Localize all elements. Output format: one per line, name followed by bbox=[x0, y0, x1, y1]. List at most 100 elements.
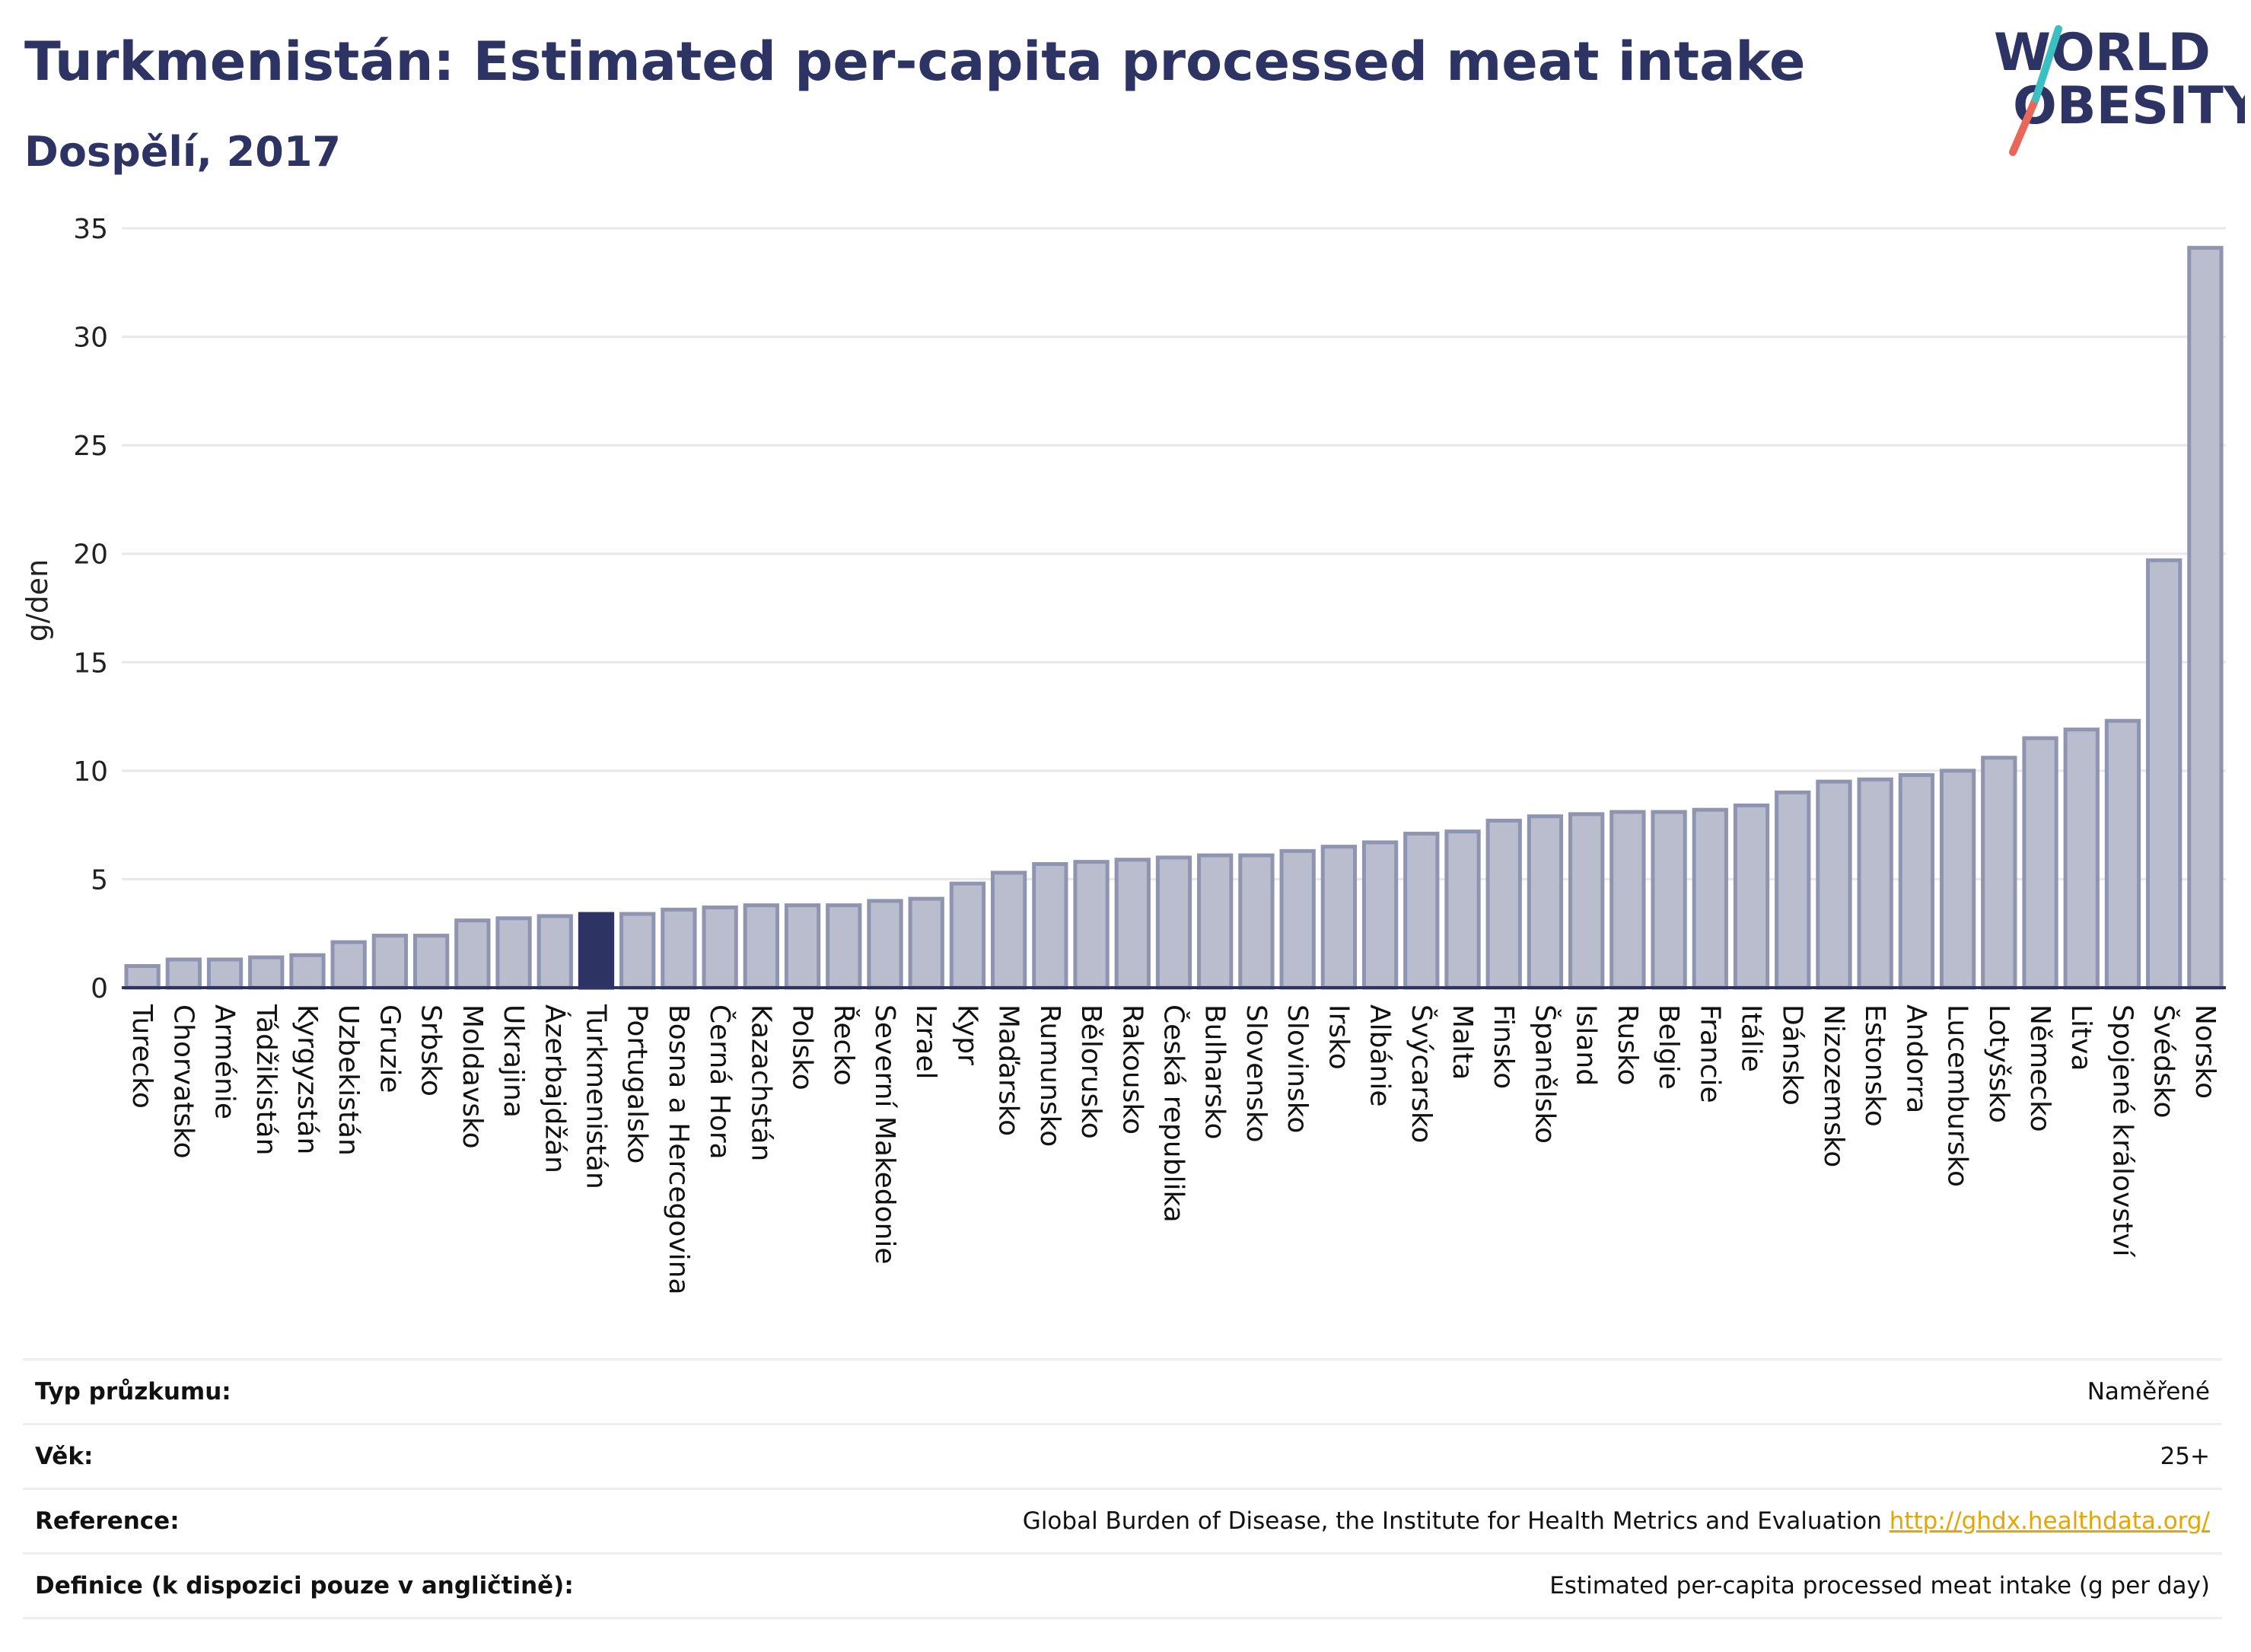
y-axis-ticks: 0 5 10 15 20 25 30 35 bbox=[73, 214, 108, 1004]
info-value-reference: Global Burden of Disease, the Institute … bbox=[1023, 1507, 2222, 1535]
bar bbox=[1155, 855, 1192, 990]
x-tick-label: Itálie bbox=[1736, 1004, 1767, 1072]
x-tick-label: Izrael bbox=[910, 1004, 941, 1080]
x-tick-label: Arménie bbox=[209, 1004, 240, 1119]
x-tick-label: Česká republika bbox=[1158, 1004, 1190, 1223]
y-tick-label: 20 bbox=[73, 540, 108, 571]
x-tick-label: Kazachstán bbox=[745, 1004, 776, 1161]
x-tick-label: Belgie bbox=[1653, 1004, 1684, 1090]
x-tick-label: Bělorusko bbox=[1075, 1004, 1106, 1139]
info-value: Naměřené bbox=[2087, 1378, 2210, 1405]
bar bbox=[1403, 832, 1440, 990]
x-tick-label: Gruzie bbox=[374, 1004, 405, 1093]
x-tick-label: Estonsko bbox=[1859, 1004, 1890, 1127]
reference-text: Global Burden of Disease, the Institute … bbox=[1022, 1507, 1882, 1535]
x-tick-label: Severní Makedonie bbox=[869, 1004, 900, 1265]
x-tick-label: Moldavsko bbox=[457, 1004, 488, 1149]
x-tick-label: Španělsko bbox=[1529, 1004, 1561, 1144]
y-tick-label: 10 bbox=[73, 756, 108, 788]
x-tick-label: Bosna a Hercegovina bbox=[663, 1004, 694, 1295]
x-axis-labels: Turecko Chorvatsko Arménie Tádžikistán Kyrgy… bbox=[126, 1004, 2221, 1295]
info-label: Věk: bbox=[35, 1443, 94, 1470]
x-tick-label: Turecko bbox=[126, 1004, 158, 1109]
bar bbox=[1032, 861, 1068, 990]
x-tick-label: Rusko bbox=[1612, 1004, 1643, 1086]
bar bbox=[661, 907, 697, 990]
bar bbox=[330, 940, 367, 990]
y-tick-label: 25 bbox=[73, 431, 108, 462]
bar-highlighted bbox=[578, 912, 615, 990]
logo-slash-red bbox=[2009, 95, 2039, 156]
bar bbox=[2022, 736, 2058, 990]
y-tick-label: 0 bbox=[91, 973, 108, 1004]
bar bbox=[1238, 853, 1275, 990]
bar bbox=[454, 918, 491, 990]
bar bbox=[248, 955, 285, 990]
bar bbox=[784, 903, 821, 990]
x-tick-label: Uzbekistán bbox=[333, 1004, 364, 1156]
bar bbox=[1527, 814, 1564, 990]
x-tick-label: Malta bbox=[1447, 1004, 1478, 1080]
bar bbox=[412, 934, 450, 990]
y-axis-label: g/den bbox=[21, 559, 54, 642]
info-row-definition: Definice (k dispozici pouze v angličtině… bbox=[23, 1555, 2222, 1619]
x-tick-label: Litva bbox=[2065, 1004, 2097, 1071]
x-tick-label: Dánsko bbox=[1777, 1004, 1808, 1106]
bar bbox=[1073, 860, 1110, 990]
x-tick-label: Rakousko bbox=[1116, 1004, 1148, 1135]
x-tick-label: Ázerbajdžán bbox=[539, 1004, 571, 1173]
x-tick-label: Nizozemsko bbox=[1818, 1004, 1849, 1167]
x-tick-label: Slovinsko bbox=[1282, 1004, 1313, 1133]
x-tick-label: Švédsko bbox=[2148, 1004, 2180, 1119]
x-tick-label: Švýcarsko bbox=[1406, 1004, 1438, 1143]
x-tick-label: Spojené království bbox=[2106, 1004, 2138, 1258]
x-tick-label: Andorra bbox=[1900, 1004, 1931, 1113]
bar bbox=[1692, 807, 1728, 990]
bar bbox=[2146, 558, 2183, 990]
y-tick-label: 15 bbox=[73, 648, 108, 679]
x-tick-label: Řecko bbox=[828, 1004, 860, 1086]
x-tick-label: Chorvatsko bbox=[167, 1004, 199, 1159]
bar bbox=[1568, 812, 1605, 990]
bar bbox=[2104, 718, 2141, 990]
world-obesity-logo: WORLD OBESITY bbox=[1994, 23, 2245, 156]
logo-slash-teal bbox=[2032, 25, 2062, 103]
bar bbox=[1197, 853, 1234, 990]
x-tick-label: Ukrajina bbox=[498, 1004, 529, 1118]
x-tick-label: Rumunsko bbox=[1034, 1004, 1065, 1147]
info-table: Typ průzkumu: Naměřené Věk: 25+ Referenc… bbox=[23, 1358, 2222, 1619]
x-tick-label: Lotyšsko bbox=[1983, 1004, 2014, 1123]
x-tick-label: Černá Hora bbox=[704, 1004, 736, 1160]
logo-text-world: WORLD bbox=[1994, 23, 2211, 83]
bar bbox=[1114, 858, 1151, 990]
bar bbox=[1444, 829, 1481, 990]
x-tick-label: Tádžikistán bbox=[250, 1004, 282, 1155]
bar bbox=[743, 903, 779, 990]
bar bbox=[1981, 756, 2017, 990]
x-tick-label: Irsko bbox=[1323, 1004, 1354, 1070]
info-row-reference: Reference: Global Burden of Disease, the… bbox=[23, 1490, 2222, 1555]
bar bbox=[702, 905, 738, 990]
bar bbox=[1775, 790, 1811, 990]
bar bbox=[1939, 769, 1976, 990]
bar bbox=[1857, 777, 1893, 990]
x-tick-label: Bulharsko bbox=[1199, 1004, 1231, 1140]
x-tick-label: Srbsko bbox=[415, 1004, 447, 1097]
x-tick-label: Kypr bbox=[951, 1004, 982, 1065]
info-label: Typ průzkumu: bbox=[35, 1378, 231, 1405]
x-tick-label: Finsko bbox=[1488, 1004, 1519, 1089]
chart-subtitle: Dospělí, 2017 bbox=[24, 128, 341, 176]
bar bbox=[1320, 845, 1358, 990]
info-row-age: Věk: 25+ bbox=[23, 1425, 2222, 1490]
x-tick-label: Norsko bbox=[2189, 1004, 2221, 1099]
x-tick-label: Polsko bbox=[787, 1004, 818, 1090]
bar bbox=[1485, 818, 1522, 990]
bar bbox=[1816, 779, 1852, 990]
x-tick-label: Francie bbox=[1694, 1004, 1725, 1103]
reference-link[interactable]: http://ghdx.healthdata.org/ bbox=[1889, 1507, 2210, 1535]
bar bbox=[826, 903, 862, 990]
bar bbox=[165, 957, 202, 990]
x-tick-label: Kyrgyzstán bbox=[291, 1004, 323, 1154]
bar bbox=[1609, 810, 1646, 990]
